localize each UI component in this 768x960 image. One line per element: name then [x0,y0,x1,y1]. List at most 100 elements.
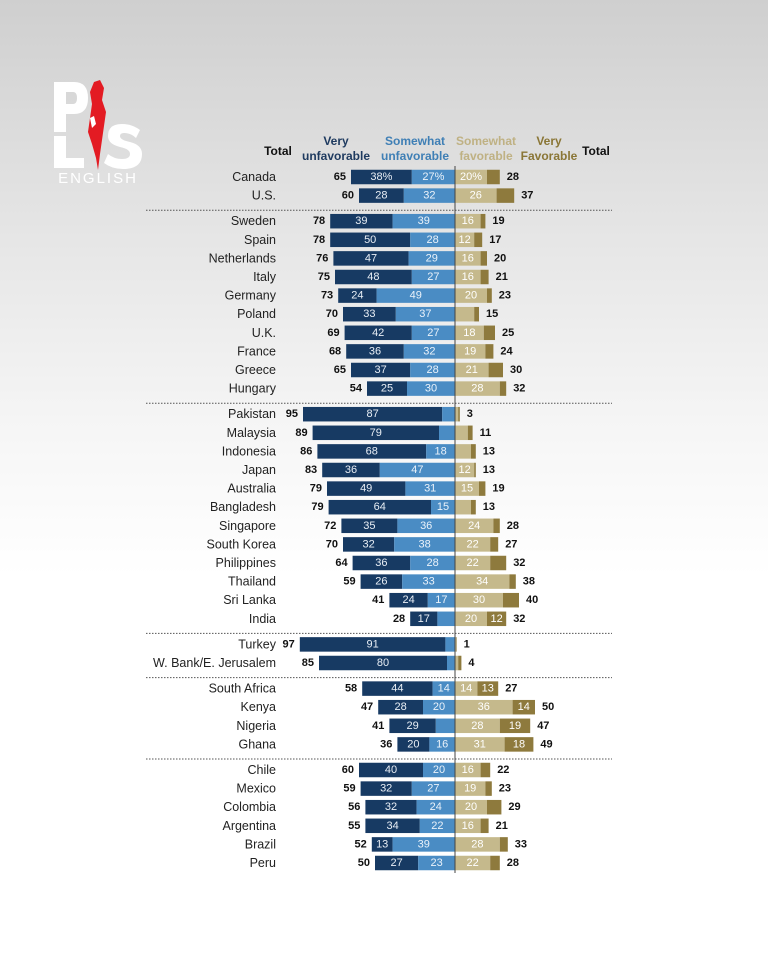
bar-very-favorable [490,555,507,571]
total-unfavorable-label: 41 [372,720,384,732]
bar-very-unfavorable [365,818,420,834]
bar-somewhat-favorable [455,406,459,422]
bar-somewhat-favorable [455,555,491,571]
bar-somewhat-favorable [455,592,503,608]
total-favorable-label: 28 [507,857,519,869]
data-label-very-unfavorable: 87 [366,408,378,420]
bar-very-favorable [480,213,486,229]
bar-very-unfavorable [330,232,411,248]
data-label-somewhat-favorable: 16 [462,271,474,283]
data-label-very-unfavorable: 68 [366,445,378,457]
total-unfavorable-label: 72 [324,520,336,532]
bar-somewhat-favorable [455,655,459,671]
data-label-very-unfavorable: 24 [351,290,363,302]
bar-very-favorable [458,406,460,422]
total-favorable-label: 19 [492,483,504,495]
header-very-favorable-line1: Very [536,134,562,148]
total-favorable-label: 1 [464,638,470,650]
data-label-very-favorable: 18 [513,738,525,750]
total-favorable-label: 15 [486,308,498,320]
data-label-very-unfavorable: 36 [345,464,357,476]
total-favorable-label: 27 [505,683,517,695]
total-unfavorable-label: 41 [372,594,384,606]
country-label: U.S. [252,189,276,203]
bar-somewhat-unfavorable [435,718,455,734]
data-label-very-unfavorable: 35 [363,520,375,532]
country-label: South Africa [209,682,276,696]
bar-somewhat-unfavorable [405,481,455,496]
data-label-somewhat-unfavorable: 27 [427,271,439,283]
data-label-somewhat-unfavorable: 27 [427,327,439,339]
bar-somewhat-favorable [455,737,505,752]
bar-very-unfavorable [317,444,427,459]
total-unfavorable-label: 68 [329,345,341,357]
total-favorable-label: 3 [467,408,473,420]
data-label-somewhat-favorable: 28 [471,383,483,395]
bar-very-unfavorable [389,718,436,734]
bar-very-unfavorable [338,288,377,303]
data-label-somewhat-favorable: 21 [466,364,478,376]
data-label-somewhat-unfavorable: 20 [433,701,445,713]
total-favorable-label: 40 [526,594,538,606]
bar-very-favorable [480,818,489,834]
bar-very-favorable [487,611,507,627]
bar-very-favorable [471,444,476,459]
bar-somewhat-unfavorable [431,499,455,515]
data-label-somewhat-favorable: 16 [462,215,474,227]
country-label: Spain [244,233,276,247]
country-label: Japan [242,463,276,477]
bar-somewhat-favorable [455,781,486,796]
total-unfavorable-label: 65 [334,171,346,183]
bar-somewhat-unfavorable [403,188,455,203]
bar-very-favorable [487,799,502,815]
bar-somewhat-unfavorable [432,681,455,696]
total-unfavorable-label: 85 [302,657,314,669]
data-label-very-unfavorable: 27 [390,857,402,869]
bar-very-favorable [503,592,519,608]
header-very-unfavorable: Very unfavorable [296,134,376,164]
total-favorable-label: 23 [499,783,511,795]
bar-somewhat-favorable [455,855,491,871]
data-label-somewhat-favorable: 28 [471,838,483,850]
bar-somewhat-unfavorable [411,325,455,341]
total-unfavorable-label: 97 [283,638,295,650]
bar-somewhat-unfavorable [418,855,455,871]
data-label-very-unfavorable: 50 [364,234,376,246]
data-label-very-unfavorable: 42 [372,327,384,339]
bar-somewhat-unfavorable [376,288,455,303]
total-unfavorable-label: 54 [350,383,363,395]
data-label-very-favorable: 13 [482,683,494,695]
bar-somewhat-favorable [455,799,487,815]
header-somewhat-favorable: Somewhat favorable [454,134,518,164]
bar-very-favorable [483,325,495,341]
bar-very-unfavorable [359,762,423,778]
bar-very-favorable [490,537,499,552]
bar-very-favorable [471,499,476,515]
bar-very-favorable [458,655,462,671]
data-label-somewhat-favorable: 22 [466,857,478,869]
bar-somewhat-favorable [455,611,487,627]
bar-very-unfavorable [330,213,393,229]
bar-somewhat-favorable [455,269,481,285]
data-label-very-favorable: 14 [518,701,530,713]
total-favorable-label: 49 [540,738,552,750]
bar-very-unfavorable [341,518,398,534]
bar-very-favorable [509,574,516,589]
bar-somewhat-favorable [455,762,481,778]
country-label: France [237,344,276,358]
bar-very-unfavorable [351,169,412,185]
bar-very-unfavorable [389,592,428,608]
data-label-somewhat-unfavorable: 47 [411,464,423,476]
country-label: W. Bank/E. Jerusalem [153,656,276,670]
bar-somewhat-unfavorable [392,837,455,852]
bar-somewhat-unfavorable [411,269,455,285]
country-label: Germany [225,289,277,303]
total-favorable-label: 38 [523,576,535,588]
bar-somewhat-favorable [455,681,478,696]
bar-very-unfavorable [371,837,393,852]
bar-very-unfavorable [319,655,447,671]
bar-somewhat-favorable [455,818,481,834]
total-unfavorable-label: 56 [348,801,360,813]
country-label: South Korea [207,537,277,551]
